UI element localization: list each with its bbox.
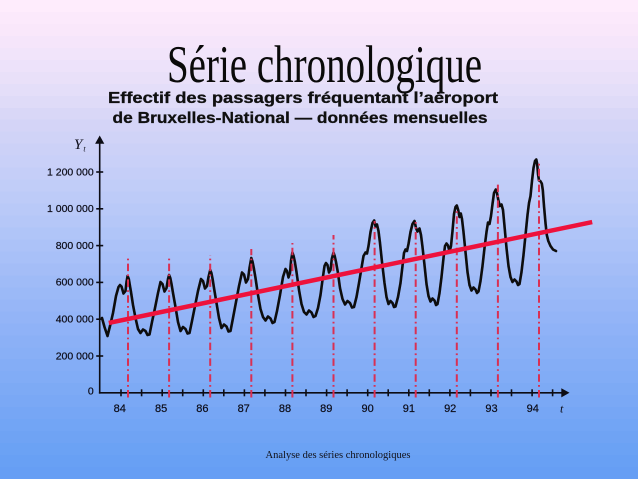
svg-text:1 200 000: 1 200 000 <box>47 166 94 178</box>
svg-text:88: 88 <box>279 403 291 415</box>
svg-text:1 000 000: 1 000 000 <box>47 203 94 215</box>
svg-text:400 000: 400 000 <box>56 314 94 326</box>
svg-text:90: 90 <box>361 403 373 415</box>
svg-text:600 000: 600 000 <box>56 277 94 289</box>
svg-text:89: 89 <box>320 403 332 415</box>
svg-text:87: 87 <box>238 403 250 415</box>
svg-text:86: 86 <box>196 403 208 415</box>
svg-text:0: 0 <box>88 386 94 398</box>
svg-text:92: 92 <box>444 403 456 415</box>
svg-text:84: 84 <box>114 403 126 415</box>
svg-text:t: t <box>560 402 564 416</box>
svg-text:200 000: 200 000 <box>56 350 94 362</box>
svg-text:Y: Y <box>74 137 84 153</box>
svg-text:94: 94 <box>527 403 539 415</box>
svg-text:t: t <box>83 145 86 154</box>
svg-text:91: 91 <box>403 403 415 415</box>
svg-text:Effectif des passagers fréquen: Effectif des passagers fréquentant l’aér… <box>108 90 498 107</box>
svg-text:Série chronologique: Série chronologique <box>167 36 482 94</box>
svg-text:85: 85 <box>155 403 167 415</box>
svg-text:de Bruxelles-National — donnée: de Bruxelles-National — données mensuell… <box>113 110 488 127</box>
svg-text:800 000: 800 000 <box>56 240 94 252</box>
svg-text:Analyse des séries chronologiq: Analyse des séries chronologiques <box>266 450 411 461</box>
svg-text:93: 93 <box>485 403 497 415</box>
